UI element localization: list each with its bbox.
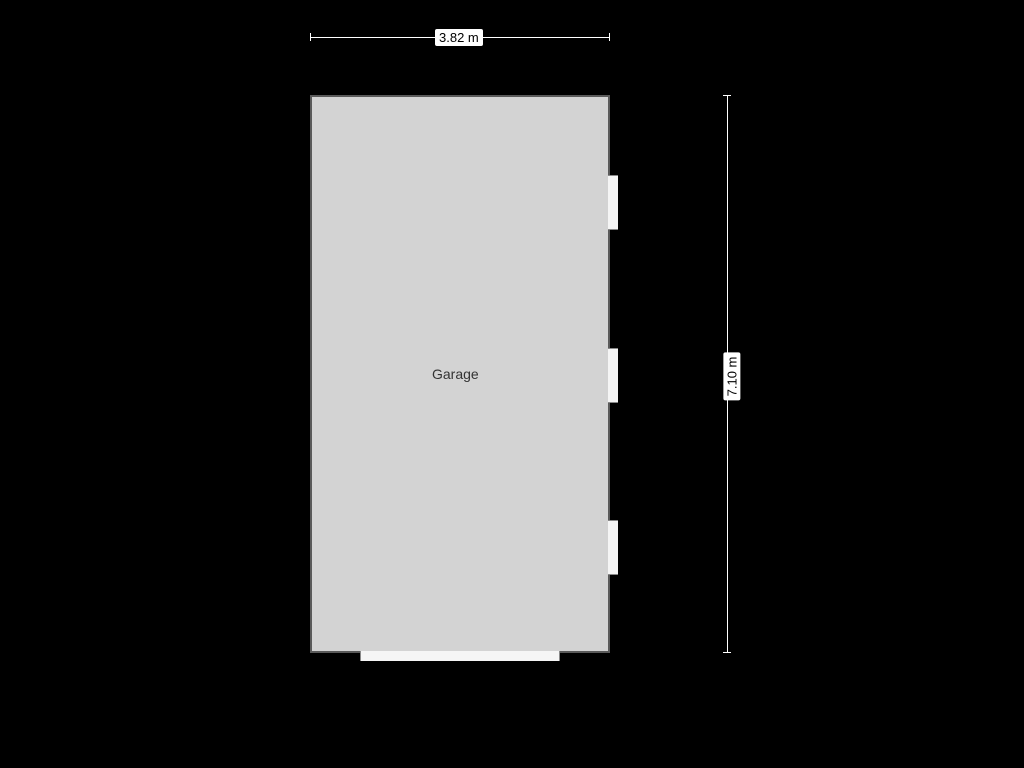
dimension-tick: [723, 95, 731, 96]
dimension-tick: [609, 33, 610, 41]
window-icon: [608, 348, 618, 403]
garage-door-icon: [360, 651, 560, 661]
dimension-width-label: 3.82 m: [435, 29, 483, 46]
window-icon: [608, 520, 618, 575]
dimension-tick: [310, 33, 311, 41]
dimension-height-label: 7.10 m: [723, 353, 740, 401]
floorplan-canvas: Garage 3.82 m 7.10 m: [0, 0, 1024, 768]
dimension-tick: [723, 652, 731, 653]
window-icon: [608, 175, 618, 230]
room-label: Garage: [432, 366, 479, 382]
